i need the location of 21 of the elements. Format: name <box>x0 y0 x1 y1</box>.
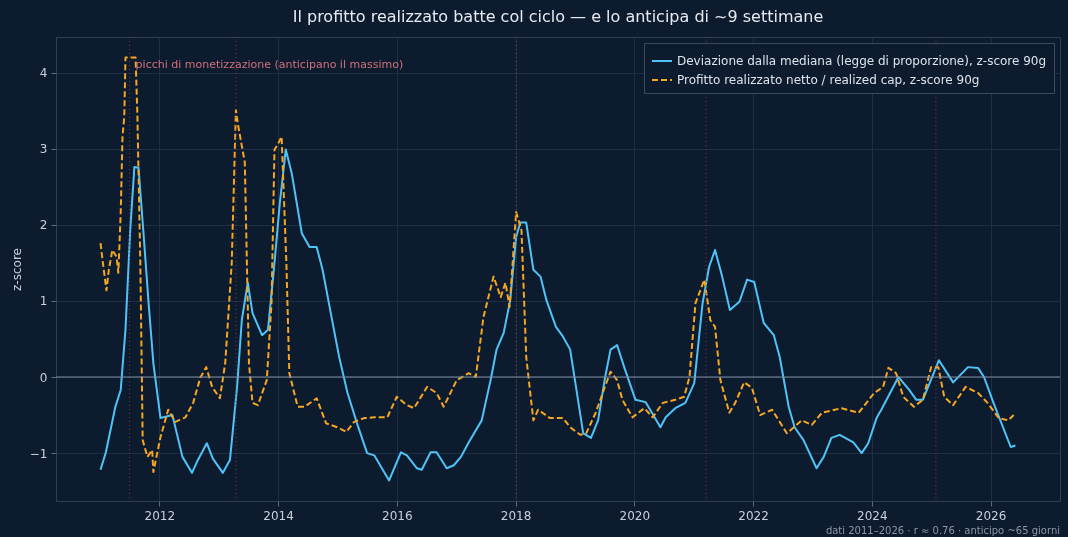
y-tick-label: 1 <box>39 294 48 309</box>
y-tick-label: 4 <box>39 66 48 81</box>
x-tick-label: 2020 <box>619 508 651 523</box>
legend-label: Deviazione dalla mediana (legge di proporzione), z-score 90g <box>677 54 1047 68</box>
x-tick-label: 2014 <box>263 508 294 523</box>
y-tick-label: 3 <box>39 142 48 157</box>
line-series <box>99 148 1017 482</box>
x-tick-label: 2012 <box>144 508 176 523</box>
legend-label: Profitto realizzato netto / realized cap, z-score 90g <box>677 73 980 87</box>
y-tick-label: 2 <box>39 218 48 233</box>
x-tick-label: 2022 <box>738 508 769 523</box>
chart-title: Il profitto realizzato batte col ciclo — e lo anticipa di ~9 settimane <box>292 6 824 26</box>
y-axis-title: z-score <box>9 248 24 291</box>
x-tick-label: 2018 <box>500 508 532 523</box>
x-tick-label: 2024 <box>857 508 888 523</box>
text: dati 2011–2026 · r ≈ 0.76 · anticipo ~65 giorni <box>825 525 1060 536</box>
x-tick-label: 2016 <box>382 508 413 523</box>
annotation: picchi di monetizzazione (anticipano il massimo) <box>135 58 404 71</box>
y-tick-label: −1 <box>29 446 48 461</box>
y-tick-label: 0 <box>39 370 48 385</box>
x-tick-label: 2026 <box>975 508 1007 523</box>
